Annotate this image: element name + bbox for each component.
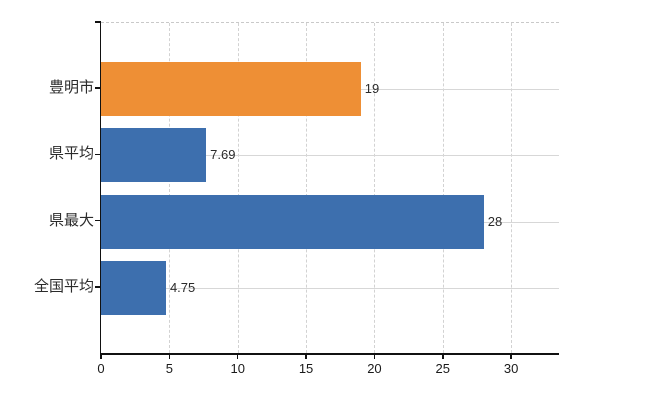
x-tick-label: 0 [97,361,105,376]
y-axis-line [99,23,101,353]
bar-豊明市 [101,62,361,117]
x-axis-tick [236,353,239,359]
category-label: 豊明市 [48,79,94,97]
x-axis-tick [373,353,376,359]
x-gridline [237,23,239,353]
x-tick-label: 30 [503,361,519,376]
x-tick-label: 10 [230,361,245,376]
y-axis-tick [95,286,101,288]
x-gridline [374,23,376,353]
x-axis-tick [305,353,307,359]
y-axis-tick [95,219,101,222]
value-label: 19 [364,81,380,97]
bar-全国平均 [101,260,166,315]
category-label: 県最大 [48,211,94,229]
x-axis-tick [100,353,102,359]
x-gridline [511,23,513,353]
bar-県平均 [101,128,207,183]
y-gridline [101,287,559,289]
x-tick-label: 5 [165,361,173,376]
x-gridline [306,23,308,353]
x-gridline [442,23,444,353]
value-label: 4.75 [169,279,196,295]
y-axis-tick [95,153,101,156]
x-axis-tick [442,353,444,359]
value-label: 7.69 [210,147,236,163]
y-axis-top-tick [95,21,101,23]
category-label: 全国平均 [33,277,94,295]
x-gridline [169,23,171,353]
x-axis-tick [168,353,171,359]
x-axis-line [99,353,559,355]
x-axis-tick [510,353,512,359]
x-tick-label: 20 [367,361,382,376]
value-label: 28 [487,213,503,229]
category-label: 県平均 [48,145,94,163]
x-tick-label: 15 [298,361,314,376]
y-gridline [101,155,559,157]
bar-県最大 [101,194,484,249]
x-tick-label: 25 [435,361,451,376]
y-axis-tick [95,87,101,89]
plot-area: 19 7.69 28 4.75 [99,22,559,355]
